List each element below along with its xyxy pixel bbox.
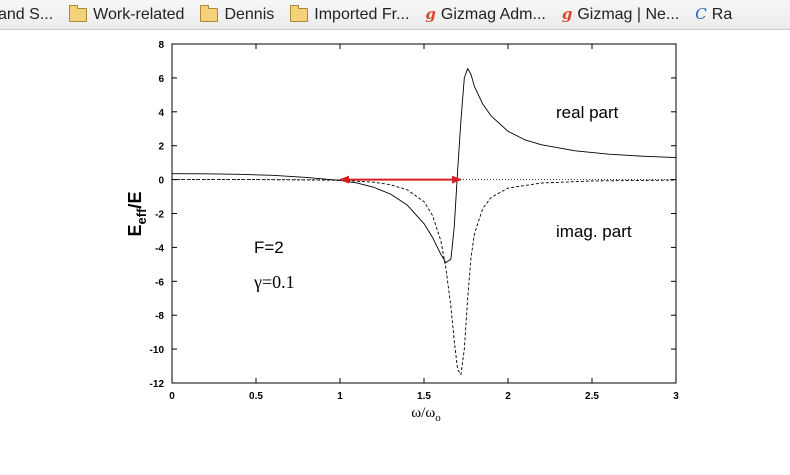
annotation-f: F=2 bbox=[254, 238, 284, 257]
bookmarks-bar: and S... Work-related Dennis Imported Fr… bbox=[0, 0, 790, 30]
x-tick-label: 1 bbox=[337, 391, 343, 402]
y-axis-label-main: E bbox=[128, 224, 145, 236]
y-tick-label: 4 bbox=[158, 108, 164, 119]
folder-icon bbox=[290, 4, 309, 22]
bookmark-ra[interactable]: C Ra bbox=[695, 6, 732, 24]
x-tick-label: 1.5 bbox=[417, 391, 431, 402]
x-tick-label: 0 bbox=[169, 391, 175, 402]
bookmark-item[interactable]: and S... bbox=[0, 6, 53, 24]
bookmark-label: Imported Fr... bbox=[314, 5, 410, 23]
y-tick-label: 2 bbox=[158, 142, 164, 153]
y-axis-label: Eeff/E bbox=[128, 192, 149, 237]
bookmark-folder-work-related[interactable]: Work-related bbox=[69, 4, 185, 24]
gizmag-icon: g bbox=[425, 5, 436, 23]
y-tick-label: -8 bbox=[155, 311, 164, 322]
bookmark-gizmag-news[interactable]: g Gizmag | Ne... bbox=[562, 6, 679, 24]
annotation-gamma: γ=0.1 bbox=[253, 272, 295, 292]
x-axis-label: ω/ωo bbox=[411, 405, 441, 424]
series-line-dashed bbox=[172, 179, 677, 375]
y-tick-label: -2 bbox=[155, 210, 164, 221]
bookmark-label: Gizmag | Ne... bbox=[577, 5, 680, 23]
annotation-imag-part: imag. part bbox=[556, 222, 632, 241]
bookmark-folder-dennis[interactable]: Dennis bbox=[200, 4, 275, 24]
bookmark-label: Work-related bbox=[93, 5, 185, 23]
folder-icon bbox=[69, 4, 88, 22]
bookmark-gizmag-admin[interactable]: g Gizmag Adm... bbox=[425, 6, 545, 24]
bookmark-label: and S... bbox=[0, 5, 54, 23]
annotation-real-part: real part bbox=[556, 103, 619, 122]
bookmark-folder-imported[interactable]: Imported Fr... bbox=[290, 4, 410, 24]
chart-svg: 0 0.5 1 1.5 2 2.5 3 8 6 4 2 0 -2 -4 -6 -8 -10 -12 real pa… bbox=[125, 40, 679, 424]
gizmag-icon: g bbox=[561, 5, 573, 23]
bookmark-label: Gizmag Adm... bbox=[440, 5, 546, 23]
bookmark-label: Dennis bbox=[224, 5, 275, 23]
y-axis-label-tail: /E bbox=[128, 192, 145, 209]
x-tick-label: 0.5 bbox=[249, 391, 263, 402]
y-tick-label: 0 bbox=[158, 176, 164, 187]
x-axis-label-sub: o bbox=[435, 412, 441, 424]
x-tick-label: 3 bbox=[673, 391, 679, 402]
y-axis-label-sub: eff bbox=[134, 208, 149, 225]
x-axis-label-main: ω/ω bbox=[411, 405, 435, 421]
y-tick-label: 8 bbox=[158, 40, 164, 51]
y-tick-label: -4 bbox=[155, 243, 164, 254]
chart-figure: 0 0.5 1 1.5 2 2.5 3 8 6 4 2 0 -2 -4 -6 -8 -10 -12 real pa… bbox=[125, 30, 698, 440]
bookmark-label: Ra bbox=[711, 5, 733, 23]
folder-icon bbox=[200, 4, 219, 22]
y-tick-label: 6 bbox=[158, 74, 164, 85]
y-tick-label: -12 bbox=[150, 379, 165, 390]
y-tick-label: -6 bbox=[155, 277, 164, 288]
y-tick-label: -10 bbox=[150, 345, 165, 356]
plot-frame bbox=[171, 43, 677, 384]
x-tick-label: 2.5 bbox=[585, 391, 599, 402]
c-icon: C bbox=[695, 5, 707, 23]
x-tick-label: 2 bbox=[505, 391, 511, 402]
